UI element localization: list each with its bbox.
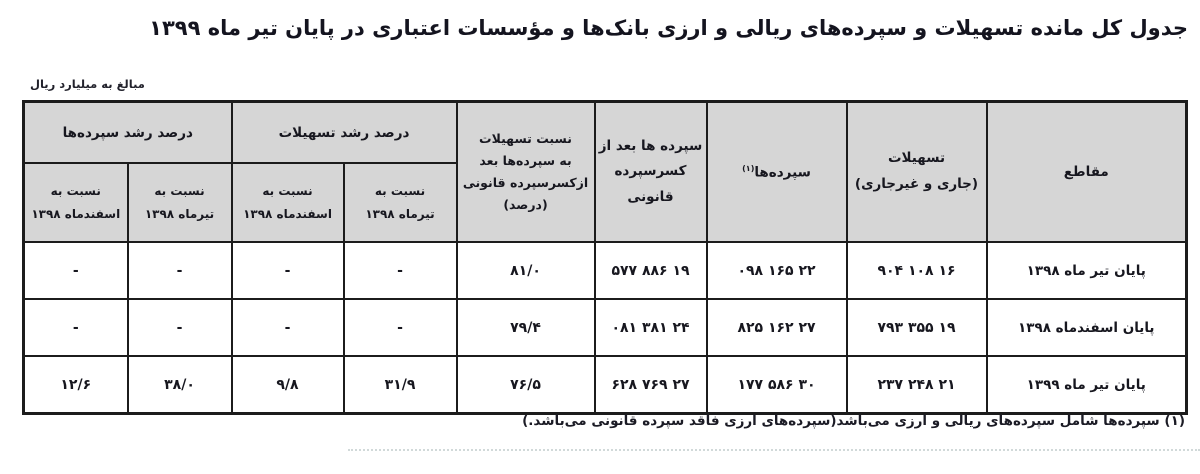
cell-deposits: ۲۷ ۱۶۲ ۸۲۵ [705, 298, 848, 357]
group-header-facilities-growth-label: درصد رشد تسهیلات [278, 124, 410, 141]
cell-ratio: ۸۱/۰ [455, 241, 596, 300]
cell-facilities: ۲۱ ۲۴۸ ۲۳۷ [845, 355, 988, 415]
subcol-tir-label: تیرماه ۱۳۹۸ [365, 206, 435, 221]
table-row: پایان اسفندماه ۱۳۹۸ ۱۹ ۳۵۵ ۷۹۳ ۲۷ ۱۶۲ ۸۲… [22, 298, 1188, 357]
subcol-vs-label: نسبت به [262, 183, 313, 198]
cell-facilities: ۱۹ ۳۵۵ ۷۹۳ [845, 298, 988, 357]
cell-dep-growth-vs-esfand: - [22, 298, 129, 357]
subcol-tir-label: تیرماه ۱۳۹۸ [144, 206, 215, 221]
cell-fac-growth-vs-tir: - [342, 298, 458, 357]
subcol-facilities-vs-esfand: نسبت به اسفندماه ۱۳۹۸ [230, 162, 345, 243]
cell-dep-growth-vs-esfand: ۱۲/۶ [22, 355, 129, 415]
cell-period: پایان اسفندماه ۱۳۹۸ [985, 298, 1188, 357]
group-header-facilities-growth: درصد رشد تسهیلات [230, 100, 458, 164]
footnote-reference: (۱) [742, 163, 755, 173]
subcol-esfand-label: اسفندماه ۱۳۹۸ [243, 206, 332, 221]
col-header-ratio-line4: (درصد) [503, 196, 548, 212]
bottom-divider [348, 449, 1200, 451]
cell-ratio: ۷۹/۴ [455, 298, 596, 357]
cell-fac-growth-vs-tir: - [342, 241, 458, 300]
group-header-deposits-growth: درصد رشد سپرده‌ها [22, 100, 233, 164]
col-header-facilities-line2: (جاری و غیرجاری) [854, 176, 979, 192]
cell-dep-growth-vs-esfand: - [22, 241, 129, 300]
col-header-ratio-line2: به سپرده‌ها بعد [479, 153, 572, 169]
col-header-deposits: سپرده‌ها(۱) [705, 100, 848, 243]
cell-period: پایان تیر ماه ۱۳۹۹ [985, 355, 1188, 415]
table-row: پایان تیر ماه ۱۳۹۸ ۱۶ ۱۰۸ ۹۰۴ ۲۲ ۱۶۵ ۰۹۸… [22, 241, 1188, 300]
cell-dep-growth-vs-tir: - [126, 298, 233, 357]
col-header-deposits-after-line3: قانونی [627, 188, 674, 205]
page-title: جدول کل مانده تسهیلات و سپرده‌های ریالی … [149, 16, 1188, 40]
cell-deposits-after: ۱۹ ۸۸۶ ۵۷۷ [593, 241, 708, 300]
cell-deposits-after: ۲۷ ۷۶۹ ۶۲۸ [593, 355, 708, 415]
cell-fac-growth-vs-esfand: - [230, 241, 345, 300]
subcol-facilities-vs-tir: نسبت به تیرماه ۱۳۹۸ [342, 162, 458, 243]
subcol-deposits-vs-tir: نسبت به تیرماه ۱۳۹۸ [126, 162, 233, 243]
cell-deposits: ۳۰ ۵۸۶ ۱۷۷ [705, 355, 848, 415]
col-header-facilities: تسهیلات (جاری و غیرجاری) [845, 100, 988, 243]
cell-fac-growth-vs-esfand: - [230, 298, 345, 357]
col-header-periods: مقاطع [985, 100, 1188, 243]
cell-deposits-after: ۲۴ ۳۸۱ ۰۸۱ [593, 298, 708, 357]
col-header-deposits-after-line2: کسرسپرده [614, 163, 687, 180]
col-header-deposits-label: سپرده‌ها [754, 164, 811, 181]
col-header-ratio-line1: نسبت تسهیلات [479, 131, 572, 147]
subcol-esfand-label: اسفندماه ۱۳۹۸ [31, 206, 121, 221]
cell-facilities: ۱۶ ۱۰۸ ۹۰۴ [845, 241, 988, 300]
footnote: (۱) سپرده‌ها شامل سپرده‌های ریالی و ارزی… [522, 413, 1185, 429]
cell-fac-growth-vs-esfand: ۹/۸ [230, 355, 345, 415]
col-header-ratio-line3: ازکسرسپرده قانونی [462, 175, 589, 190]
col-header-deposits-after-line1: سپرده ها بعد از [598, 137, 703, 154]
subcol-vs-label: نسبت به [50, 183, 101, 198]
col-header-facilities-line1: تسهیلات [887, 150, 946, 167]
group-header-deposits-growth-label: درصد رشد سپرده‌ها [62, 124, 193, 141]
table-row: پایان تیر ماه ۱۳۹۹ ۲۱ ۲۴۸ ۲۳۷ ۳۰ ۵۸۶ ۱۷۷… [22, 355, 1188, 415]
cell-dep-growth-vs-tir: ۳۸/۰ [126, 355, 233, 415]
subcol-vs-label: نسبت به [374, 183, 426, 198]
cell-fac-growth-vs-tir: ۳۱/۹ [342, 355, 458, 415]
col-header-ratio: نسبت تسهیلات به سپرده‌ها بعد ازکسرسپرده … [455, 100, 596, 243]
cell-period: پایان تیر ماه ۱۳۹۸ [985, 241, 1188, 300]
cell-ratio: ۷۶/۵ [455, 355, 596, 415]
cell-deposits: ۲۲ ۱۶۵ ۰۹۸ [705, 241, 848, 300]
unit-note: مبالغ به میلیارد ریال [30, 77, 145, 91]
col-header-periods-label: مقاطع [1063, 164, 1109, 180]
balances-table: مقاطع تسهیلات (جاری و غیرجاری) سپرده‌ها(… [22, 100, 1188, 415]
subcol-vs-label: نسبت به [154, 183, 205, 198]
subcol-deposits-vs-esfand: نسبت به اسفندماه ۱۳۹۸ [22, 162, 129, 243]
cell-dep-growth-vs-tir: - [126, 241, 233, 300]
col-header-deposits-after-legal: سپرده ها بعد از کسرسپرده قانونی [593, 100, 708, 243]
